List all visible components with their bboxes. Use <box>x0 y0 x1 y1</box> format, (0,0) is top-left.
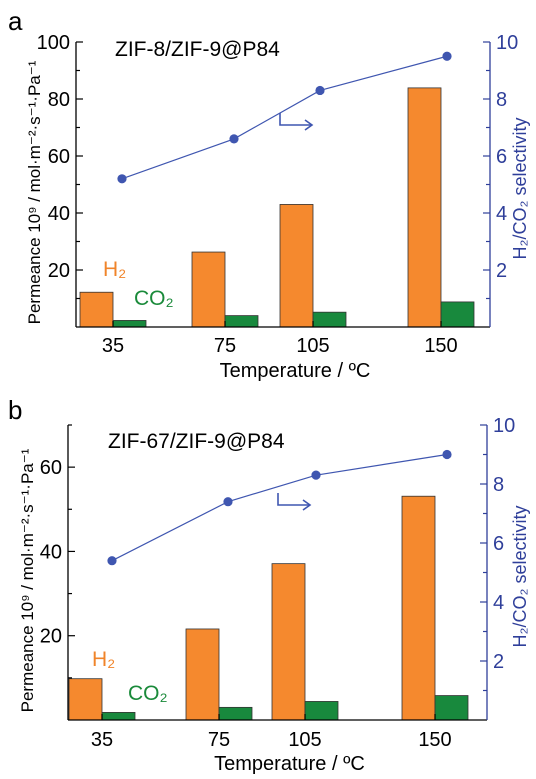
left-tick-label: 20 <box>48 260 70 282</box>
series-label-co2: CO₂ <box>134 287 174 310</box>
arrow-head <box>302 499 312 511</box>
right-tick-label: 10 <box>496 32 518 54</box>
left-tick-label: 40 <box>48 203 70 225</box>
x-tick-label: 35 <box>91 729 113 751</box>
left-tick-label: 60 <box>40 457 62 479</box>
chart-title: ZIF-8/ZIF-9@P84 <box>115 38 280 61</box>
x-tick-label: 35 <box>102 335 124 357</box>
x-tick-label: 105 <box>288 729 321 751</box>
x-tick-label: 150 <box>424 335 457 357</box>
y-axis-label: Permeance 10⁹ / mol·m⁻²·s⁻¹·Pa⁻¹ <box>18 448 37 712</box>
selectivity-point-150 <box>442 51 452 61</box>
right-axis-arrow <box>279 113 312 126</box>
bar-h2-150 <box>401 495 436 721</box>
series-label-h2: H₂ <box>92 648 115 671</box>
x-tick-label: 75 <box>208 729 230 751</box>
selectivity-point-105 <box>315 85 325 96</box>
x-tick-label: 105 <box>296 335 329 357</box>
left-tick-label: 40 <box>40 541 62 563</box>
bar-h2-75 <box>185 628 220 721</box>
right-axis-arrow <box>277 493 310 506</box>
right-tick-label: 4 <box>493 592 504 614</box>
bar-co2-35 <box>101 712 136 721</box>
series-label-h2: H₂ <box>103 258 126 281</box>
right-tick-label: 8 <box>493 474 504 496</box>
arrow-head <box>304 119 314 131</box>
right-tick-label: 8 <box>496 89 507 111</box>
right-tick-label: 2 <box>493 651 504 673</box>
bar-h2-35 <box>79 291 114 328</box>
right-tick-label: 10 <box>493 415 515 437</box>
selectivity-point-150 <box>442 449 452 460</box>
selectivity-line <box>111 453 448 562</box>
right-tick-label: 6 <box>493 533 504 555</box>
selectivity-point-105 <box>311 470 321 480</box>
bar-co2-75 <box>224 315 259 328</box>
left-tick-label: 60 <box>48 146 70 168</box>
selectivity-line <box>121 55 448 180</box>
y2-axis-label: H₂/CO₂ selectivity <box>510 118 530 260</box>
bar-h2-75 <box>191 251 226 328</box>
selectivity-point-35 <box>117 174 127 184</box>
series-label-co2: CO₂ <box>128 682 168 705</box>
right-tick-label: 4 <box>496 203 507 225</box>
bar-h2-105 <box>271 563 306 721</box>
selectivity-point-75 <box>223 497 233 507</box>
x-axis-label: Temperature / ºC <box>220 360 371 382</box>
bar-co2-105 <box>312 311 347 328</box>
right-tick-label: 2 <box>496 260 507 282</box>
chart-panel-b: b 20 40 60 2 4 6 8 10 35 75 105 150 ZIF-67/ZIF-9@P84 H… <box>8 395 530 775</box>
selectivity-point-35 <box>107 556 117 566</box>
y2-axis-label: H₂/CO₂ selectivity <box>510 506 530 648</box>
selectivity-point-75 <box>229 134 239 144</box>
bar-co2-105 <box>304 701 339 721</box>
chart-title: ZIF-67/ZIF-9@P84 <box>108 430 285 453</box>
left-tick-label: 80 <box>48 89 70 111</box>
bar-co2-75 <box>218 706 253 721</box>
bar-h2-35 <box>68 678 103 721</box>
panel-letter: a <box>8 6 23 36</box>
x-axis-label: Temperature / ºC <box>214 753 365 775</box>
right-tick-label: 6 <box>496 146 507 168</box>
bar-h2-105 <box>279 204 314 328</box>
x-tick-label: 75 <box>214 335 236 357</box>
y-axis-label: Permeance 10⁹ / mol·m⁻²·s⁻¹·Pa⁻¹ <box>25 60 44 324</box>
panel-letter: b <box>8 395 22 425</box>
bar-h2-150 <box>407 87 442 328</box>
bar-co2-150 <box>440 301 475 328</box>
left-tick-label: 20 <box>40 626 62 648</box>
bar-co2-150 <box>434 695 469 721</box>
bar-co2-35 <box>112 320 147 328</box>
chart-panel-a: a 20 40 60 80 100 2 4 6 8 10 35 75 105 150 ZIF-8/ZIF-9@… <box>8 6 530 382</box>
x-tick-label: 150 <box>418 729 451 751</box>
left-tick-label: 100 <box>37 32 70 54</box>
